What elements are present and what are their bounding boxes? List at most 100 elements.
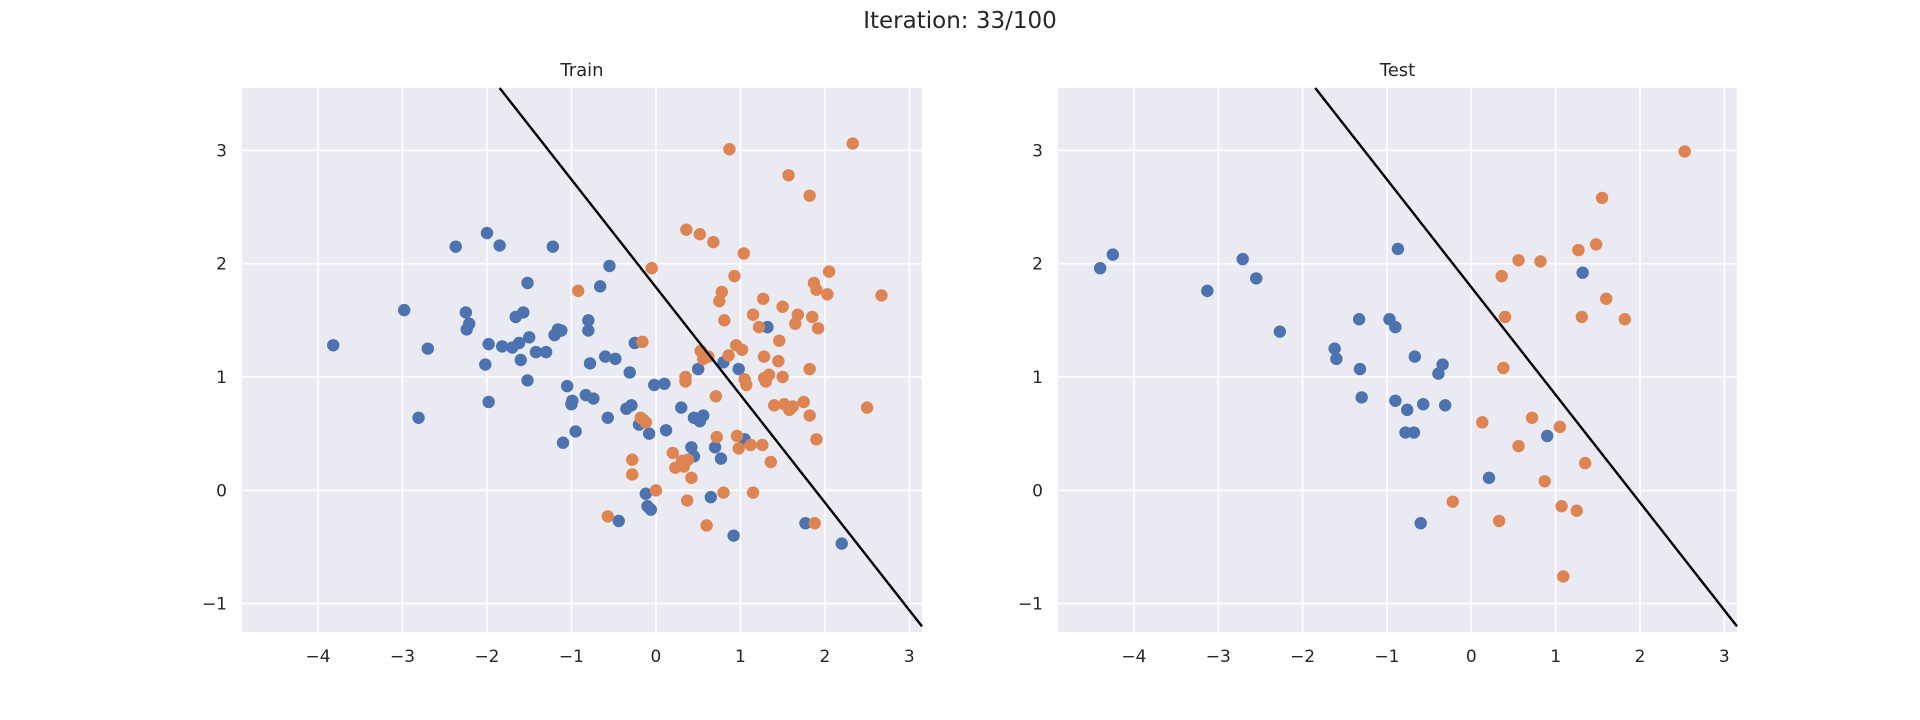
train-point-class-1 <box>715 285 729 299</box>
train-point-class-0 <box>593 280 607 293</box>
test-point-class-1 <box>1534 255 1547 268</box>
test-panel: Test −4 −3 −2 −1 0 1 2 3 −1 0 1 2 3 <box>1018 60 1738 667</box>
train-point-class-0 <box>644 503 658 516</box>
test-point-class-1 <box>1678 145 1691 158</box>
train-point-class-1 <box>740 378 753 392</box>
train-point-class-0 <box>587 392 600 405</box>
train-point-class-1 <box>756 438 769 452</box>
test-point-class-0 <box>1401 403 1414 417</box>
test-point-class-1 <box>1497 361 1510 375</box>
test-xtick-label: −2 <box>1290 647 1315 667</box>
train-point-class-1 <box>645 262 658 275</box>
test-point-class-1 <box>1512 439 1525 453</box>
test-point-class-1 <box>1600 292 1613 305</box>
test-point-class-1 <box>1595 191 1609 205</box>
train-point-class-0 <box>480 226 494 240</box>
train-point-class-0 <box>835 537 848 550</box>
train-point-class-1 <box>681 453 695 466</box>
train-point-class-1 <box>626 453 639 466</box>
train-point-class-1 <box>764 455 777 469</box>
train-point-class-0 <box>512 336 526 350</box>
train-point-class-0 <box>569 425 582 438</box>
train-decision-boundary <box>498 87 923 628</box>
train-point-class-1 <box>821 288 834 301</box>
train-point-class-0 <box>556 436 570 449</box>
train-point-class-1 <box>666 446 680 460</box>
train-point-class-1 <box>717 486 730 499</box>
train-point-class-0 <box>625 399 638 412</box>
train-point-class-0 <box>727 529 740 542</box>
test-grid <box>1058 88 1737 632</box>
train-point-class-1 <box>746 486 760 499</box>
train-point-class-0 <box>799 517 812 530</box>
train-point-class-1 <box>776 300 789 313</box>
test-point-class-1 <box>1553 420 1567 434</box>
train-point-class-1 <box>707 235 720 249</box>
train-panel: Train −4 −3 −2 −1 0 1 2 3 −1 0 1 2 3 <box>202 60 923 667</box>
train-point-class-0 <box>482 337 495 351</box>
train-point-class-0 <box>675 401 688 414</box>
train-point-class-1 <box>822 265 836 278</box>
train-point-class-1 <box>709 390 723 403</box>
train-point-class-1 <box>730 429 744 443</box>
train-point-class-0 <box>539 345 553 359</box>
test-point-class-0 <box>1330 352 1343 366</box>
test-title: Test <box>1379 60 1415 81</box>
train-point-class-0 <box>421 342 435 355</box>
train-point-class-1 <box>811 322 825 335</box>
train-point-class-0 <box>397 303 411 317</box>
train-point-class-1 <box>773 334 786 347</box>
train-point-class-1 <box>757 350 771 363</box>
test-point-class-0 <box>1541 429 1554 443</box>
train-point-class-0 <box>412 411 425 424</box>
test-point-class-1 <box>1589 238 1603 251</box>
test-point-class-0 <box>1355 391 1368 404</box>
train-ytick-label: −1 <box>202 595 227 615</box>
test-point-class-0 <box>1438 399 1452 412</box>
train-point-class-1 <box>746 308 760 321</box>
train-point-class-1 <box>803 189 816 202</box>
train-point-class-1 <box>636 335 649 349</box>
train-point-class-0 <box>495 340 509 353</box>
test-ytick-label: 0 <box>1032 481 1043 501</box>
test-point-class-1 <box>1557 570 1570 583</box>
test-point-class-0 <box>1093 262 1107 275</box>
train-point-class-0 <box>449 240 462 253</box>
train-point-class-0 <box>623 366 636 379</box>
train-point-class-1 <box>776 370 789 384</box>
train-point-class-0 <box>582 324 595 337</box>
test-decision-boundary <box>1314 87 1738 628</box>
train-point-class-1 <box>810 433 823 446</box>
test-xtick-label: −3 <box>1206 647 1231 667</box>
train-point-class-1 <box>762 368 776 381</box>
test-point-class-0 <box>1436 358 1449 371</box>
test-point-class-1 <box>1578 456 1592 470</box>
train-point-class-0 <box>648 378 661 392</box>
train-tick-labels: −4 −3 −2 −1 0 1 2 3 −1 0 1 2 3 <box>202 141 915 667</box>
train-point-class-0 <box>708 441 722 454</box>
test-point-class-0 <box>1407 426 1421 439</box>
train-point-class-1 <box>786 400 799 413</box>
train-point-class-0 <box>732 362 745 376</box>
train-point-class-0 <box>482 395 495 409</box>
test-point-class-1 <box>1492 514 1506 528</box>
train-point-class-1 <box>718 314 731 327</box>
train-point-class-1 <box>732 442 745 455</box>
train-point-class-0 <box>514 353 527 367</box>
train-point-class-1 <box>797 395 810 409</box>
train-point-class-1 <box>626 468 639 481</box>
train-ytick-label: 3 <box>216 141 227 161</box>
train-point-class-1 <box>752 320 766 334</box>
test-point-class-0 <box>1328 342 1341 355</box>
train-point-class-1 <box>723 143 736 156</box>
test-ytick-label: 1 <box>1032 368 1043 388</box>
train-ytick-label: 0 <box>216 481 227 501</box>
test-point-class-0 <box>1352 313 1366 326</box>
train-point-class-1 <box>803 409 816 422</box>
test-point-class-0 <box>1417 398 1430 411</box>
train-point-class-0 <box>639 487 652 500</box>
train-point-class-0 <box>459 306 473 319</box>
train-points <box>327 137 888 550</box>
test-point-class-1 <box>1446 495 1459 508</box>
